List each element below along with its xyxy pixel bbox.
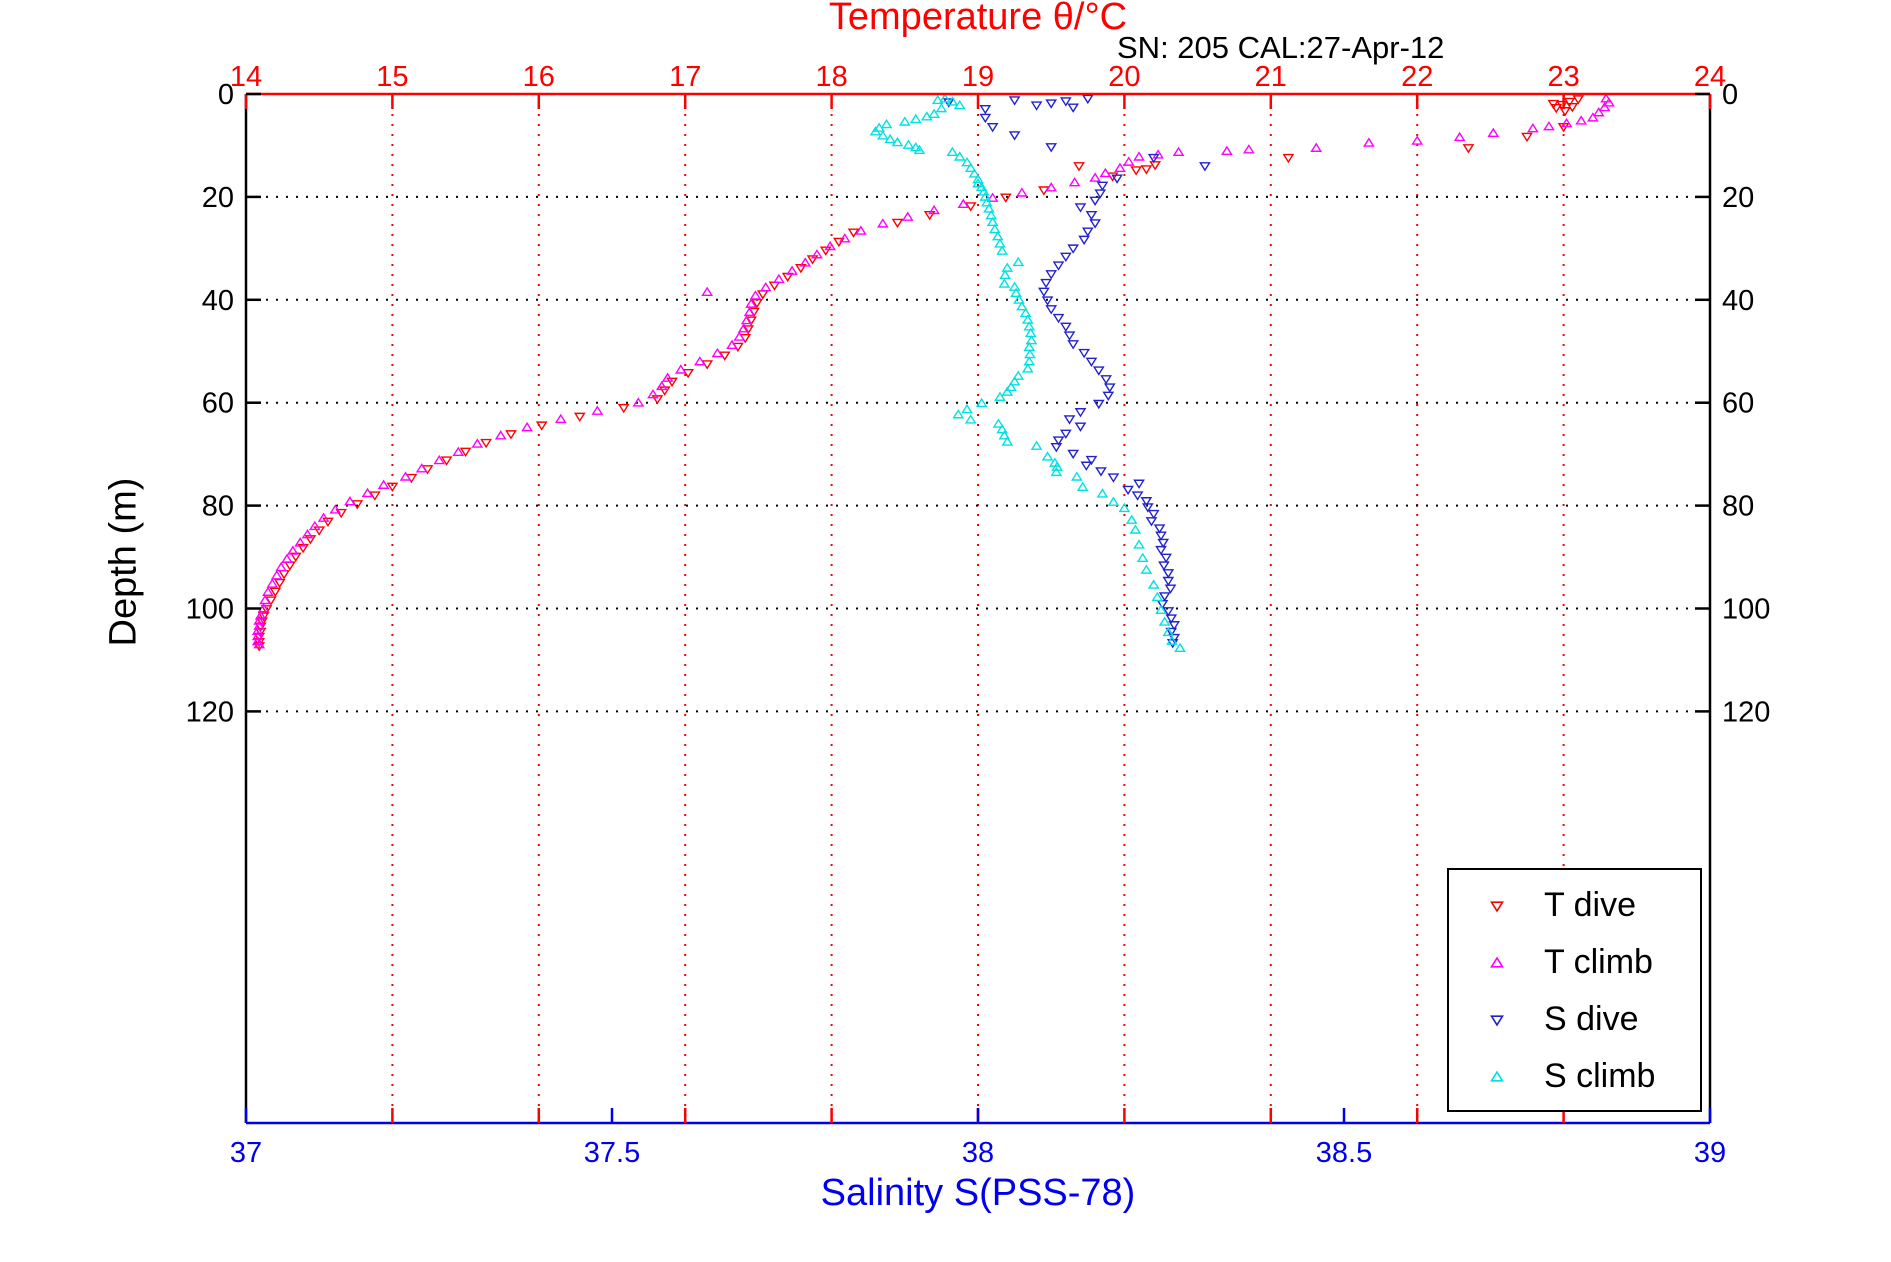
- temperature-tick-label: 19: [962, 61, 994, 93]
- depth-axis-ticks-right: 0 20 40 60 80 100 120: [1695, 79, 1770, 728]
- legend-entry-t-climb: T climb: [1449, 934, 1700, 991]
- x-axis-label-salinity: Salinity S(PSS-78): [820, 1172, 1136, 1214]
- depth-tick-label-left: 40: [202, 285, 234, 317]
- salinity-axis-ticks: 37 37.5 38 38.5 39: [230, 1108, 1726, 1169]
- t-climb-marker-icon: [1449, 951, 1544, 975]
- t-dive-marker-icon: [1449, 894, 1544, 918]
- triangle-up-icon: [1489, 956, 1504, 968]
- series-t-dive-points: [253, 95, 1585, 652]
- depth-tick-label-left: 80: [202, 491, 234, 523]
- legend-label: T climb: [1544, 943, 1653, 981]
- depth-tick-label-right: 60: [1722, 388, 1754, 420]
- depth-tick-label-left: 0: [218, 79, 234, 111]
- depth-axis-ticks-left: 0 20 40 60 80 100 120: [186, 79, 261, 728]
- depth-tick-label-right: 80: [1722, 491, 1754, 523]
- temperature-tick-label: 17: [669, 61, 701, 93]
- temperature-tick-label: 15: [376, 61, 408, 93]
- legend-label: S climb: [1544, 1057, 1656, 1095]
- temperature-tick-label: 18: [815, 61, 847, 93]
- chart-subtitle: SN: 205 CAL:27-Apr-12: [1117, 30, 1445, 65]
- legend-label: T dive: [1544, 886, 1636, 924]
- depth-tick-label-right: 40: [1722, 285, 1754, 317]
- salinity-tick-label: 39: [1694, 1137, 1726, 1169]
- temperature-tick-label: 21: [1255, 61, 1287, 93]
- depth-tick-label-right: 0: [1722, 79, 1738, 111]
- salinity-tick-label: 37: [230, 1137, 262, 1169]
- temperature-tick-label: 22: [1401, 61, 1433, 93]
- series-s-dive-points: [942, 94, 1211, 649]
- salinity-tick-label: 38.5: [1316, 1137, 1372, 1169]
- temperature-tick-label: 24: [1694, 61, 1726, 93]
- salinity-tick-label: 38: [962, 1137, 994, 1169]
- temperature-tick-label: 14: [230, 61, 262, 93]
- legend-box: T dive T climb S dive S climb: [1447, 868, 1702, 1112]
- s-dive-marker-icon: [1449, 1008, 1544, 1032]
- triangle-down-icon: [1489, 900, 1504, 912]
- depth-tick-label-left: 120: [186, 696, 234, 728]
- legend-entry-s-dive: S dive: [1449, 991, 1700, 1048]
- legend-label: S dive: [1544, 1000, 1639, 1038]
- depth-tick-label-right: 20: [1722, 182, 1754, 214]
- legend-entry-s-climb: S climb: [1449, 1048, 1700, 1105]
- triangle-down-icon: [1489, 1014, 1504, 1026]
- temperature-tick-label: 20: [1108, 61, 1140, 93]
- series-t-climb-points: [251, 93, 1615, 649]
- salinity-tick-label: 37.5: [584, 1137, 640, 1169]
- temperature-tick-label: 16: [523, 61, 555, 93]
- depth-gridlines: [246, 195, 1710, 713]
- s-climb-marker-icon: [1449, 1065, 1544, 1089]
- legend-entry-t-dive: T dive: [1449, 877, 1700, 934]
- depth-tick-label-left: 60: [202, 388, 234, 420]
- temperature-axis-ticks: 14 15 16 17 18 19 20 21 22 23 24: [230, 61, 1726, 109]
- series-s-climb-points: [869, 93, 1186, 653]
- triangle-up-icon: [1489, 1070, 1504, 1082]
- depth-tick-label-left: 20: [202, 182, 234, 214]
- temperature-tick-label: 23: [1547, 61, 1579, 93]
- depth-tick-label-left: 100: [186, 594, 234, 626]
- depth-tick-label-right: 120: [1722, 696, 1770, 728]
- depth-tick-label-right: 100: [1722, 594, 1770, 626]
- temperature-gridlines: [391, 94, 1565, 1123]
- chart-title: Temperature θ/°C: [828, 0, 1128, 38]
- y-axis-label: Depth (m): [102, 477, 145, 647]
